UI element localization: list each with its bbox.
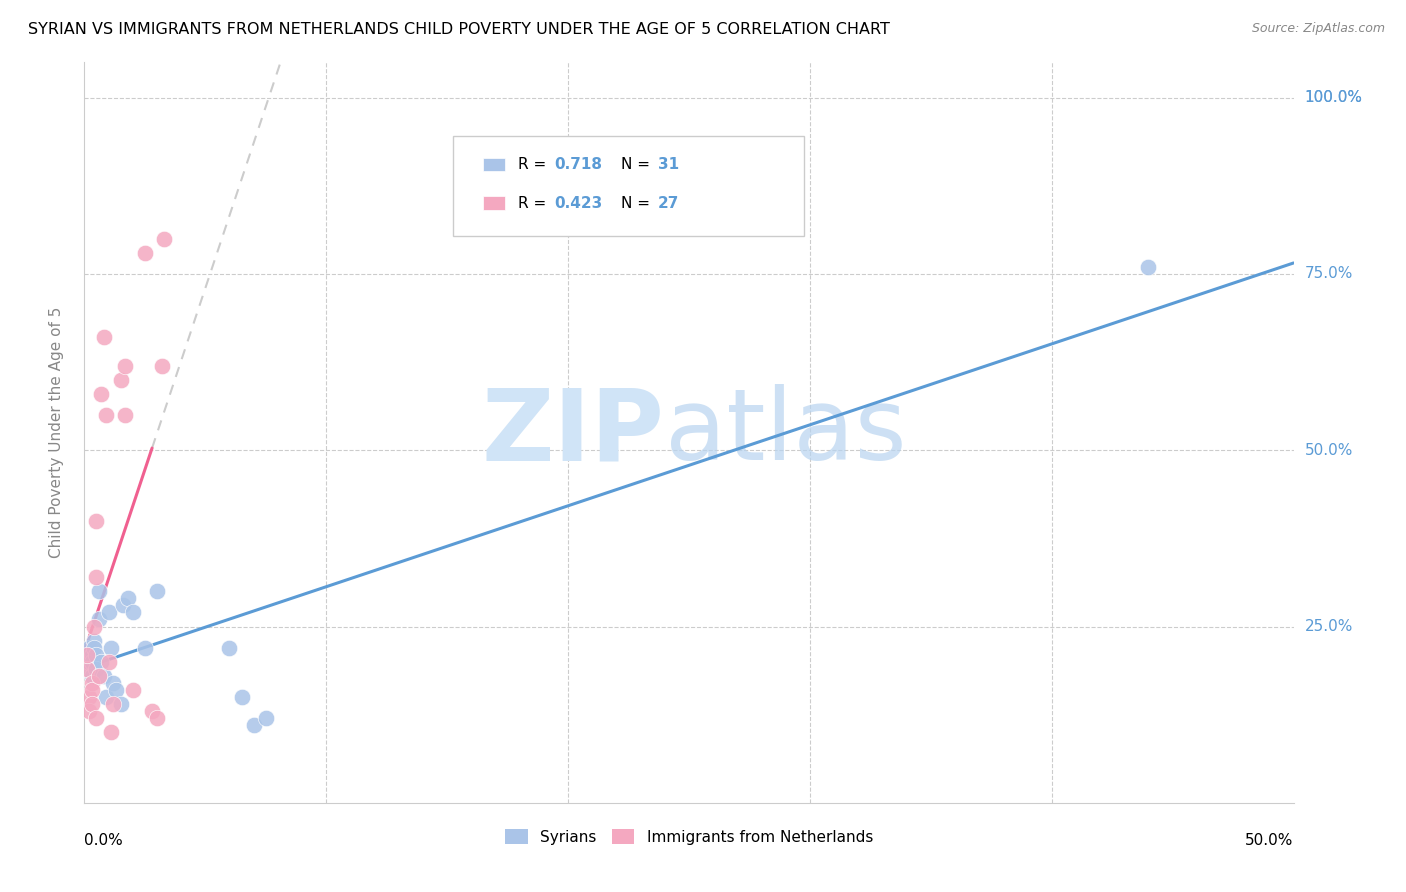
Point xyxy=(77,704,100,718)
Text: ZIP: ZIP xyxy=(482,384,665,481)
Text: 0.718: 0.718 xyxy=(555,157,603,172)
Point xyxy=(146,711,169,725)
Point xyxy=(100,725,122,739)
Text: 0.0%: 0.0% xyxy=(84,833,124,848)
Text: 50.0%: 50.0% xyxy=(1246,833,1294,848)
Y-axis label: Child Poverty Under the Age of 5: Child Poverty Under the Age of 5 xyxy=(49,307,63,558)
Text: SYRIAN VS IMMIGRANTS FROM NETHERLANDS CHILD POVERTY UNDER THE AGE OF 5 CORRELATI: SYRIAN VS IMMIGRANTS FROM NETHERLANDS CH… xyxy=(28,22,890,37)
Point xyxy=(231,690,253,704)
Point xyxy=(100,640,122,655)
Point xyxy=(150,359,173,373)
Point xyxy=(97,655,120,669)
Point xyxy=(86,514,108,528)
Point xyxy=(80,655,103,669)
Legend: Syrians, Immigrants from Netherlands: Syrians, Immigrants from Netherlands xyxy=(499,822,879,851)
Text: 25.0%: 25.0% xyxy=(1305,619,1353,634)
Point xyxy=(87,612,110,626)
Point xyxy=(104,683,127,698)
Point xyxy=(134,245,156,260)
Text: 100.0%: 100.0% xyxy=(1305,90,1362,105)
Text: 0.423: 0.423 xyxy=(555,195,603,211)
Point xyxy=(97,606,120,620)
Point xyxy=(86,711,108,725)
Point xyxy=(80,697,103,711)
Point xyxy=(86,662,108,676)
Point xyxy=(153,232,176,246)
Point xyxy=(141,704,163,718)
Point xyxy=(94,690,117,704)
Point xyxy=(117,591,139,606)
Text: Source: ZipAtlas.com: Source: ZipAtlas.com xyxy=(1251,22,1385,36)
Point xyxy=(112,599,135,613)
Point xyxy=(77,640,100,655)
FancyBboxPatch shape xyxy=(484,196,505,210)
Text: N =: N = xyxy=(621,195,655,211)
Text: 50.0%: 50.0% xyxy=(1305,442,1353,458)
Point xyxy=(86,570,108,584)
Point xyxy=(1137,260,1160,274)
Point xyxy=(93,330,115,344)
Point xyxy=(86,648,108,662)
Point xyxy=(83,640,105,655)
Point xyxy=(76,648,98,662)
Point xyxy=(242,718,264,732)
Point xyxy=(134,640,156,655)
Point xyxy=(94,408,117,422)
Point xyxy=(83,633,105,648)
Point xyxy=(110,697,132,711)
Point xyxy=(90,387,112,401)
Point xyxy=(93,669,115,683)
Text: 75.0%: 75.0% xyxy=(1305,267,1353,282)
Text: atlas: atlas xyxy=(665,384,907,481)
Point xyxy=(87,584,110,599)
Point xyxy=(103,697,125,711)
Point xyxy=(76,662,98,676)
Text: 100.0%: 100.0% xyxy=(1305,90,1362,105)
Text: R =: R = xyxy=(519,157,551,172)
Text: N =: N = xyxy=(621,157,655,172)
Point xyxy=(114,408,136,422)
Point xyxy=(114,359,136,373)
Point xyxy=(80,648,103,662)
Point xyxy=(77,690,100,704)
Point xyxy=(121,606,143,620)
Point xyxy=(80,676,103,690)
Point xyxy=(146,584,169,599)
Point xyxy=(76,662,98,676)
Point xyxy=(83,619,105,633)
Point xyxy=(80,683,103,698)
Text: R =: R = xyxy=(519,195,551,211)
Point xyxy=(254,711,277,725)
Point xyxy=(121,683,143,698)
Text: 31: 31 xyxy=(658,157,679,172)
Point xyxy=(87,669,110,683)
Point xyxy=(77,655,100,669)
Point xyxy=(90,655,112,669)
Point xyxy=(218,640,240,655)
Point xyxy=(110,373,132,387)
FancyBboxPatch shape xyxy=(484,158,505,171)
Point xyxy=(80,669,103,683)
Point xyxy=(76,648,98,662)
Text: 27: 27 xyxy=(658,195,679,211)
Point xyxy=(103,676,125,690)
FancyBboxPatch shape xyxy=(453,136,804,236)
